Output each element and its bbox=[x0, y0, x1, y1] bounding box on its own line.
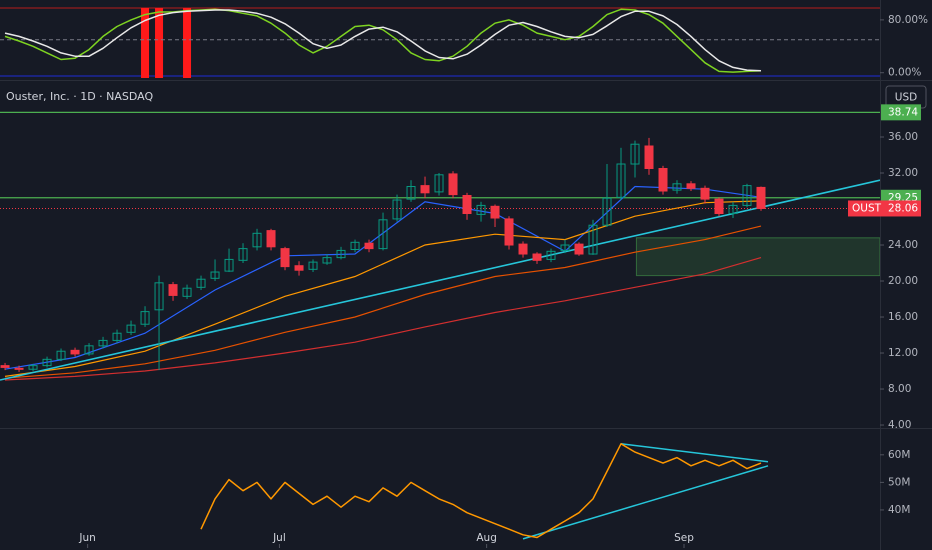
candle-body bbox=[42, 358, 52, 367]
last-price-box bbox=[848, 200, 921, 217]
candle-body bbox=[644, 145, 654, 170]
candle-body bbox=[560, 244, 570, 251]
candle-body bbox=[672, 183, 682, 191]
candle-body bbox=[476, 204, 486, 215]
candle-body bbox=[182, 287, 192, 297]
candle-body bbox=[420, 185, 430, 194]
candle-body bbox=[364, 242, 374, 250]
candle-body bbox=[742, 185, 752, 206]
series-line bbox=[4, 9, 762, 72]
y-tick-label: 24.00 bbox=[888, 239, 918, 251]
candle-body bbox=[728, 204, 738, 215]
candle-body bbox=[140, 311, 150, 325]
x-tick-label: Jun bbox=[78, 532, 95, 544]
candle-body bbox=[686, 183, 696, 189]
candle-body bbox=[70, 349, 80, 355]
candle-body bbox=[714, 198, 724, 215]
zone bbox=[635, 237, 880, 277]
y-tick-label: 50M bbox=[888, 476, 910, 488]
y-tick-label: 80.00% bbox=[888, 14, 928, 26]
price-label: 38.74 bbox=[888, 106, 918, 118]
candle-body bbox=[266, 230, 276, 248]
x-tick-label: Jul bbox=[272, 532, 286, 544]
candle-body bbox=[210, 271, 220, 279]
candle-body bbox=[168, 284, 178, 296]
y-tick-label: 0.00% bbox=[888, 67, 921, 79]
candle-body bbox=[602, 197, 612, 226]
y-tick-label: 8.00 bbox=[888, 383, 911, 395]
moving-average bbox=[4, 257, 762, 381]
y-tick-label: 36.00 bbox=[888, 131, 918, 143]
y-tick-label: 20.00 bbox=[888, 275, 918, 287]
highlight-bar bbox=[141, 8, 150, 78]
candle-body bbox=[350, 241, 360, 251]
candle-body bbox=[224, 258, 234, 272]
symbol-label: OUST bbox=[852, 202, 882, 214]
panel bbox=[0, 111, 880, 381]
candle-body bbox=[462, 195, 472, 215]
candle-body bbox=[28, 365, 38, 370]
candle-body bbox=[378, 219, 388, 250]
y-tick-label: 16.00 bbox=[888, 311, 918, 323]
candle-body bbox=[448, 173, 458, 196]
x-tick-label: Sep bbox=[674, 532, 694, 544]
x-tick-label: Aug bbox=[476, 532, 497, 544]
currency-label[interactable]: USD bbox=[895, 92, 917, 104]
candle-body bbox=[574, 243, 584, 255]
price-label-box bbox=[881, 104, 921, 121]
y-tick-label: 40M bbox=[888, 504, 910, 516]
candle-body bbox=[280, 248, 290, 268]
y-tick-label: 32.00 bbox=[888, 167, 918, 179]
candle-body bbox=[238, 248, 248, 261]
candle-body bbox=[518, 243, 528, 255]
moving-average bbox=[4, 200, 762, 377]
moving-average bbox=[4, 225, 762, 379]
candle-body bbox=[616, 163, 626, 198]
panel bbox=[0, 8, 880, 78]
series-line bbox=[4, 8, 762, 73]
candle-body bbox=[406, 186, 416, 200]
candle-body bbox=[56, 350, 66, 360]
moving-average bbox=[4, 185, 762, 370]
highlight-bar bbox=[183, 8, 192, 78]
candle-body bbox=[98, 339, 108, 347]
candle-body bbox=[126, 324, 136, 333]
candle-body bbox=[392, 199, 402, 220]
candle-body bbox=[252, 232, 262, 248]
y-tick-label: 4.00 bbox=[888, 419, 911, 431]
candle-body bbox=[630, 143, 640, 165]
series-line bbox=[200, 443, 762, 539]
panel bbox=[200, 443, 769, 540]
candle-body bbox=[532, 253, 542, 261]
candle-body bbox=[336, 249, 346, 259]
candle-body bbox=[588, 224, 598, 255]
trendline bbox=[522, 465, 769, 540]
last-price-label: 28.06 bbox=[888, 202, 918, 214]
candle-body bbox=[546, 250, 556, 260]
candle-body bbox=[504, 218, 514, 246]
candle-body bbox=[322, 257, 332, 264]
candle-body bbox=[756, 186, 766, 209]
candle-body bbox=[308, 261, 318, 270]
candle-body bbox=[112, 332, 122, 341]
chart-title: Ouster, Inc. · 1D · NASDAQ bbox=[6, 90, 154, 103]
candle-body bbox=[84, 345, 94, 355]
candle-body bbox=[154, 282, 164, 311]
y-tick-label: 12.00 bbox=[888, 347, 918, 359]
candle-body bbox=[434, 174, 444, 193]
y-tick-label: 60M bbox=[888, 449, 910, 461]
highlight-bar bbox=[155, 8, 164, 78]
candle-body bbox=[658, 168, 668, 192]
trendline bbox=[620, 443, 769, 463]
candle-body bbox=[0, 365, 10, 368]
candle-body bbox=[294, 265, 304, 271]
candle-body bbox=[196, 278, 206, 288]
candle-body bbox=[14, 367, 24, 370]
candle-body bbox=[490, 205, 500, 219]
candle-body bbox=[700, 187, 710, 200]
